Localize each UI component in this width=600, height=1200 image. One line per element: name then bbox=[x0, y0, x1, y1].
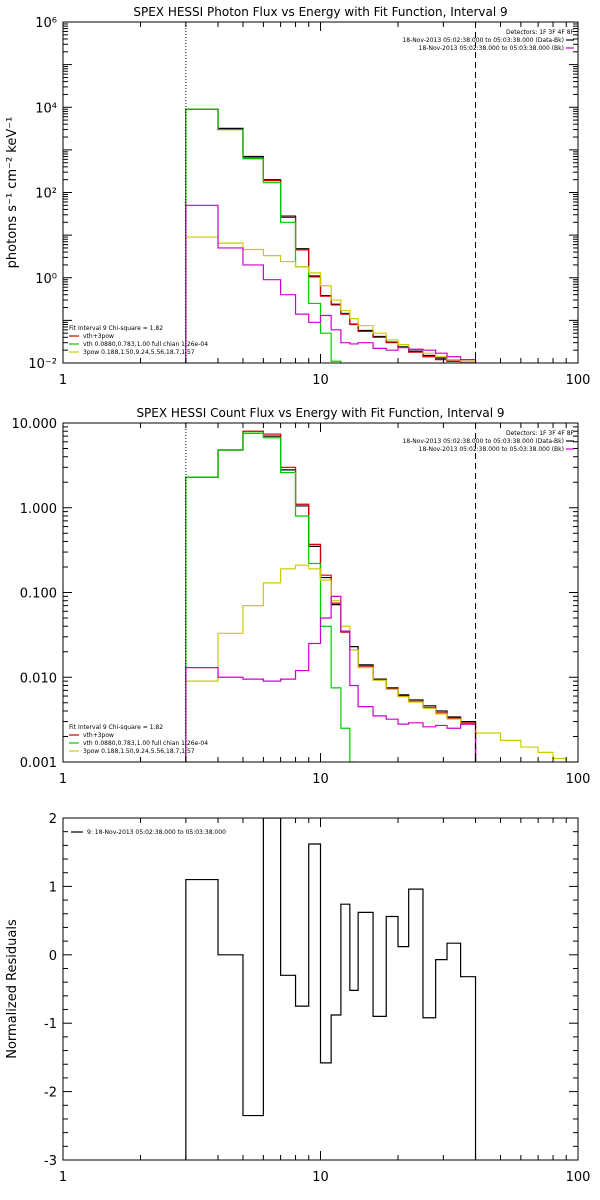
y-tick-label: 0.001 bbox=[20, 756, 57, 771]
series-group bbox=[185, 430, 578, 762]
series-group bbox=[185, 818, 477, 1160]
legend-entry-label: 18-Nov-2013 05:02:38.000 to 05:03:38.000… bbox=[402, 438, 564, 445]
y-axis-label: photons s⁻¹ cm⁻² keV⁻¹ bbox=[5, 117, 20, 269]
x-tick-label: 10 bbox=[312, 373, 329, 388]
data-series-2 bbox=[185, 108, 351, 363]
x-tick-label: 100 bbox=[566, 772, 591, 787]
legend-detectors: Detectors: 1F 3F 4F 8F bbox=[506, 29, 575, 36]
residuals-panel: 1 10 100 -3 -2 -1 0 1 2 Normalized Residuals 9: 18… bbox=[5, 812, 590, 1185]
legend-fit-label: vth 0.0880,0.783,1.00 full chian 1.26e-0… bbox=[83, 341, 208, 348]
series-group bbox=[185, 108, 522, 363]
y-tick-label: 10.000 bbox=[12, 417, 58, 432]
y-tick-label: 10² bbox=[35, 187, 57, 202]
x-tick-label: 1 bbox=[59, 1170, 67, 1185]
chart-title: SPEX HESSI Photon Flux vs Energy with Fi… bbox=[133, 5, 507, 19]
y-tick-label: 2 bbox=[49, 812, 57, 827]
data-series-2 bbox=[185, 432, 359, 762]
data-series-4 bbox=[185, 204, 477, 363]
legend-entry-label: 18-Nov-2013 05:02:38.000 to 05:03:38.000… bbox=[402, 37, 564, 44]
x-tick-label: 10 bbox=[312, 1170, 329, 1185]
x-tick-label: 10 bbox=[312, 772, 329, 787]
y-tick-label: 0.100 bbox=[20, 587, 57, 602]
y-tick-label: -3 bbox=[44, 1154, 57, 1169]
y-tick-label: -1 bbox=[44, 1017, 57, 1032]
y-tick-label: 10⁻² bbox=[28, 357, 57, 372]
count-flux-panel: SPEX HESSI Count Flux vs Energy with Fit… bbox=[12, 406, 591, 787]
legend-entry-label: 9: 18-Nov-2013 05:02:38.000 to 05:03:38.… bbox=[87, 829, 226, 836]
x-tick-label: 1 bbox=[59, 772, 67, 787]
y-tick-label: 10⁶ bbox=[35, 16, 57, 31]
y-tick-label: 10⁴ bbox=[35, 101, 57, 116]
photon-flux-panel: SPEX HESSI Photon Flux vs Energy with Fi… bbox=[5, 5, 590, 388]
legend-entry-label: 18-Nov-2013 05:02:38.000 to 05:03:38.000… bbox=[419, 446, 564, 453]
legend-fit-header: Fit Interval 9 Chi-square = 1.82 bbox=[69, 325, 163, 332]
y-tick-label: 0.010 bbox=[20, 671, 57, 686]
legend-detectors: Detectors: 1F 3F 4F 8F bbox=[506, 430, 575, 437]
y-tick-label: 1.000 bbox=[20, 502, 57, 517]
legend-fit-header: Fit Interval 9 Chi-square = 1.82 bbox=[69, 724, 163, 731]
legend-entry-label: 18-Nov-2013 05:02:38.000 to 05:03:38.000… bbox=[419, 45, 564, 52]
data-series-4 bbox=[185, 595, 477, 762]
y-tick-label: -2 bbox=[44, 1086, 57, 1101]
legend-fit-label: 3pow 0.188,1.50,9.24,5.56,18.7,1.57 bbox=[83, 349, 195, 356]
y-tick-label: 1 bbox=[49, 880, 57, 895]
y-axis-label: Normalized Residuals bbox=[5, 919, 20, 1059]
y-tick-label: 0 bbox=[49, 949, 57, 964]
data-series-0 bbox=[185, 818, 477, 1160]
data-series-3 bbox=[185, 236, 522, 363]
legend-fit-label: 3pow 0.188,1.50,9.24,5.56,18.7,1.57 bbox=[83, 748, 195, 755]
data-series-1 bbox=[185, 108, 522, 363]
legend-fit-label: vth+3pow bbox=[83, 333, 114, 340]
data-series-3 bbox=[185, 564, 578, 762]
x-tick-label: 1 bbox=[59, 373, 67, 388]
legend-fit-label: vth+3pow bbox=[83, 732, 114, 739]
x-tick-label: 100 bbox=[566, 1170, 591, 1185]
y-tick-label: 10⁰ bbox=[35, 272, 57, 287]
legend-fit-label: vth 0.0880,0.783,1.00 full chian 1.26e-0… bbox=[83, 740, 208, 747]
chart-title: SPEX HESSI Count Flux vs Energy with Fit… bbox=[136, 406, 504, 420]
x-tick-label: 100 bbox=[566, 373, 591, 388]
